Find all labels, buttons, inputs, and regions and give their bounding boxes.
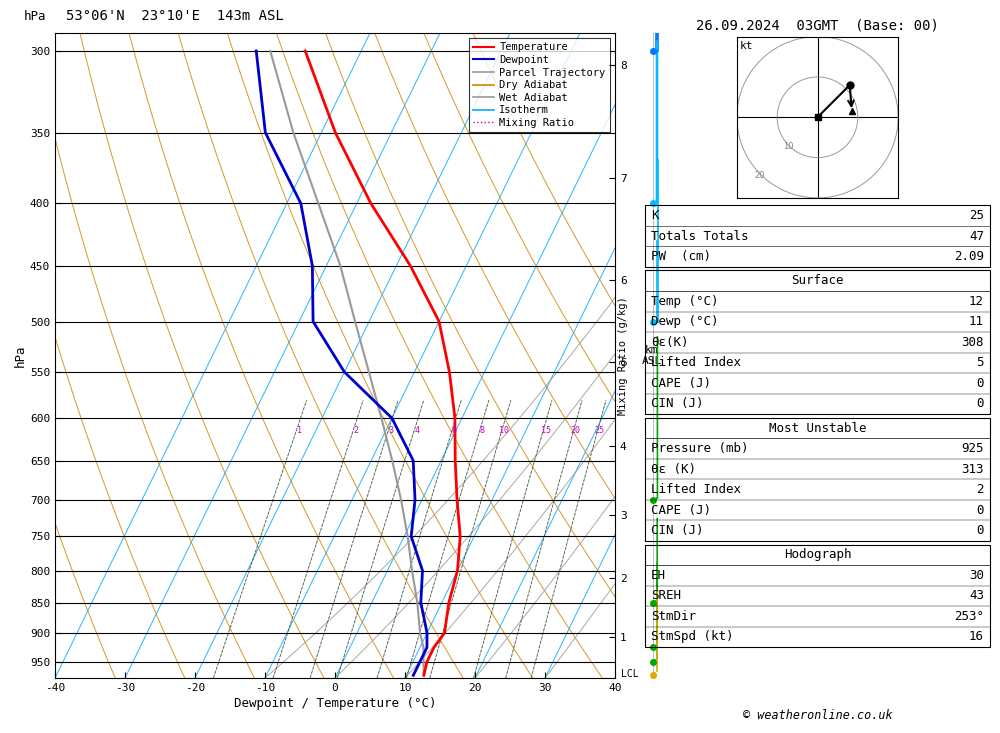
Text: 253°: 253° [954, 610, 984, 623]
Text: © weatheronline.co.uk: © weatheronline.co.uk [743, 709, 892, 722]
Text: StmDir: StmDir [651, 610, 696, 623]
Text: Hodograph: Hodograph [784, 548, 851, 561]
Text: 2: 2 [353, 426, 358, 435]
Text: Mixing Ratio (g/kg): Mixing Ratio (g/kg) [618, 296, 628, 415]
Text: 3: 3 [388, 426, 393, 435]
Text: θε (K): θε (K) [651, 463, 696, 476]
Text: hPa: hPa [24, 10, 47, 23]
Text: EH: EH [651, 569, 666, 582]
Text: Most Unstable: Most Unstable [769, 421, 866, 435]
Legend: Temperature, Dewpoint, Parcel Trajectory, Dry Adiabat, Wet Adiabat, Isotherm, Mi: Temperature, Dewpoint, Parcel Trajectory… [469, 38, 610, 132]
Text: 10: 10 [499, 426, 509, 435]
Text: 25: 25 [969, 209, 984, 222]
Text: 12: 12 [969, 295, 984, 308]
Text: 0: 0 [976, 524, 984, 537]
Text: 0: 0 [976, 397, 984, 410]
Text: Dewp (°C): Dewp (°C) [651, 315, 718, 328]
Text: 925: 925 [962, 442, 984, 455]
Text: CIN (J): CIN (J) [651, 524, 704, 537]
Text: CAPE (J): CAPE (J) [651, 377, 711, 390]
Text: 15: 15 [541, 426, 551, 435]
Text: Surface: Surface [791, 274, 844, 287]
Text: Totals Totals: Totals Totals [651, 229, 748, 243]
Text: StmSpd (kt): StmSpd (kt) [651, 630, 734, 644]
Text: CIN (J): CIN (J) [651, 397, 704, 410]
Text: 2.09: 2.09 [954, 250, 984, 263]
Text: 0: 0 [976, 504, 984, 517]
Text: 10: 10 [783, 141, 794, 151]
Text: 308: 308 [962, 336, 984, 349]
Text: Lifted Index: Lifted Index [651, 356, 741, 369]
Text: 313: 313 [962, 463, 984, 476]
Text: 20: 20 [571, 426, 581, 435]
Text: 11: 11 [969, 315, 984, 328]
Text: 0: 0 [976, 377, 984, 390]
Text: 47: 47 [969, 229, 984, 243]
Text: kt: kt [740, 42, 754, 51]
Text: 26.09.2024  03GMT  (Base: 00): 26.09.2024 03GMT (Base: 00) [696, 18, 939, 32]
Text: 1: 1 [297, 426, 302, 435]
Y-axis label: km
ASL: km ASL [641, 345, 662, 366]
Text: 30: 30 [969, 569, 984, 582]
Text: 6: 6 [452, 426, 457, 435]
Text: 4: 4 [414, 426, 419, 435]
Text: 53°06'N  23°10'E  143m ASL: 53°06'N 23°10'E 143m ASL [66, 10, 284, 23]
Text: K: K [651, 209, 658, 222]
Text: 2: 2 [976, 483, 984, 496]
Text: Temp (°C): Temp (°C) [651, 295, 718, 308]
Text: 20: 20 [754, 171, 765, 180]
X-axis label: Dewpoint / Temperature (°C): Dewpoint / Temperature (°C) [234, 697, 436, 710]
Text: SREH: SREH [651, 589, 681, 603]
Text: 5: 5 [976, 356, 984, 369]
Y-axis label: hPa: hPa [14, 345, 27, 366]
Text: 43: 43 [969, 589, 984, 603]
Text: Pressure (mb): Pressure (mb) [651, 442, 748, 455]
Text: CAPE (J): CAPE (J) [651, 504, 711, 517]
Text: 16: 16 [969, 630, 984, 644]
Text: 25: 25 [595, 426, 605, 435]
Text: θε(K): θε(K) [651, 336, 688, 349]
Text: Lifted Index: Lifted Index [651, 483, 741, 496]
Text: 8: 8 [480, 426, 485, 435]
Text: LCL: LCL [621, 668, 638, 679]
Text: PW  (cm): PW (cm) [651, 250, 711, 263]
